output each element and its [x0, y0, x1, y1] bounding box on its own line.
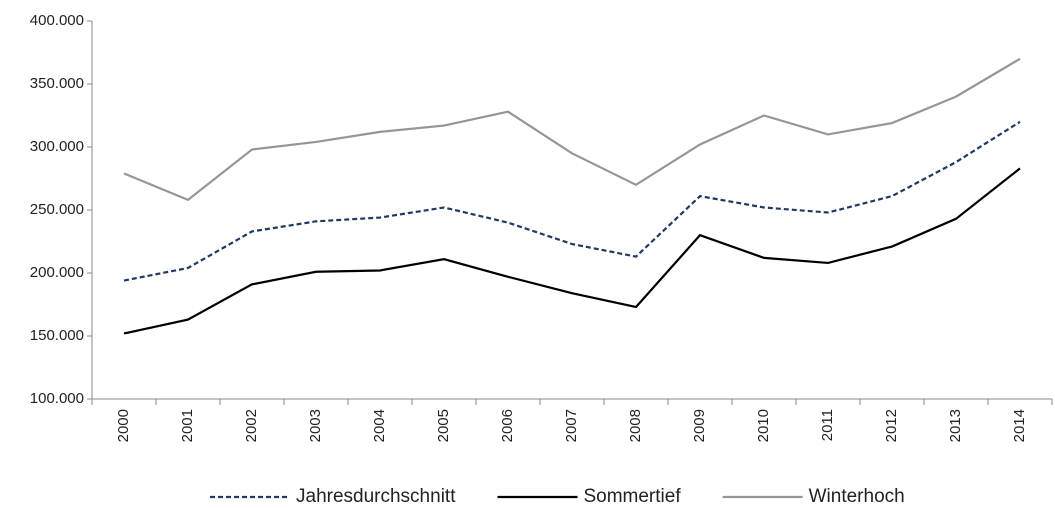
y-tick-label: 300.000	[30, 138, 84, 155]
x-tick-label: 2010	[755, 409, 772, 442]
x-tick-label: 2013	[947, 409, 964, 442]
x-tick-label: 2006	[499, 409, 516, 442]
x-tick-label: 2000	[115, 409, 132, 442]
legend-label: Jahresdurchschnitt	[296, 486, 456, 507]
y-tick-label: 200.000	[30, 264, 84, 281]
x-tick-label: 2012	[883, 409, 900, 442]
y-tick-label: 400.000	[30, 12, 84, 29]
y-tick-label: 350.000	[30, 75, 84, 92]
x-tick-label: 2008	[627, 409, 644, 442]
x-tick-label: 2001	[179, 409, 196, 442]
y-tick-label: 100.000	[30, 390, 84, 407]
x-tick-label: 2011	[819, 409, 836, 441]
x-tick-label: 2004	[371, 409, 388, 442]
x-tick-label: 2009	[691, 409, 708, 442]
y-tick-label: 150.000	[30, 327, 84, 344]
legend-label: Sommertief	[583, 486, 681, 507]
x-tick-label: 2005	[435, 409, 452, 442]
line-series	[123, 167, 1021, 335]
line-series	[123, 57, 1021, 202]
legend-label: Winterhoch	[809, 486, 905, 507]
y-tick-label: 250.000	[30, 201, 84, 218]
x-tick-label: 2003	[307, 409, 324, 442]
x-tick-label: 2002	[243, 409, 260, 442]
line-series	[123, 120, 1021, 282]
x-tick-label: 2014	[1011, 409, 1028, 442]
x-tick-label: 2007	[563, 409, 580, 442]
